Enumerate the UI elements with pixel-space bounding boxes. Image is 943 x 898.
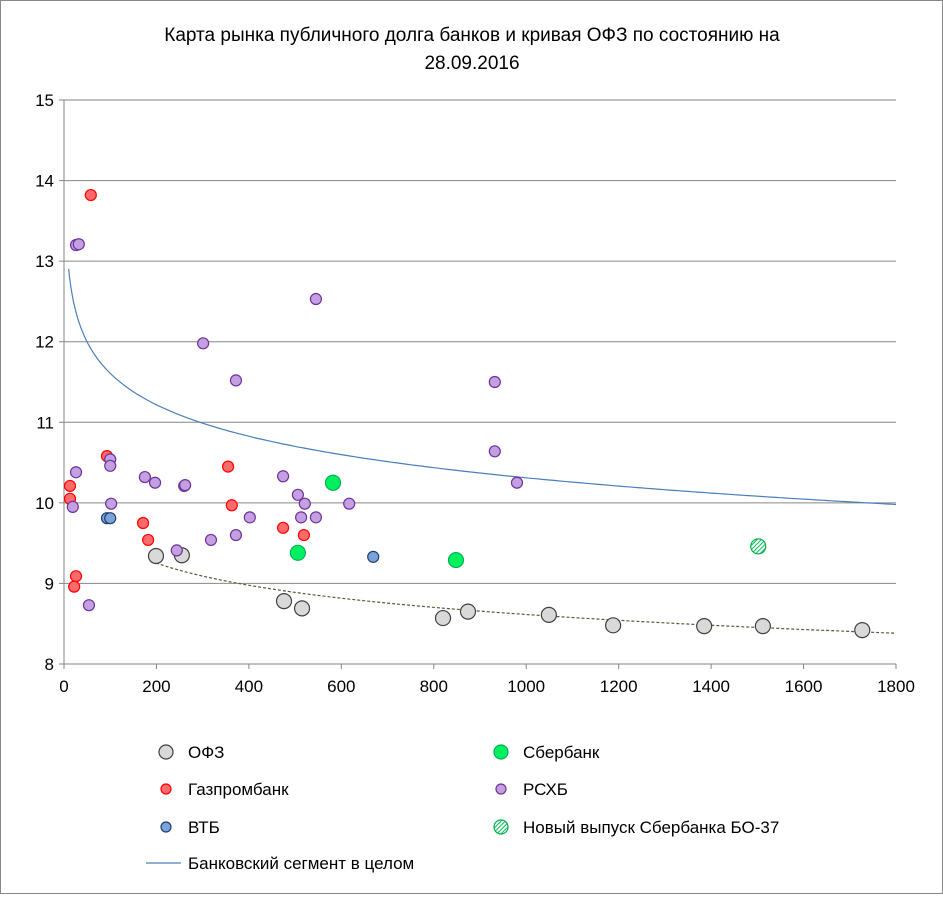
data-point-series-3 bbox=[104, 459, 117, 472]
data-point-series-2 bbox=[136, 516, 150, 530]
data-point-series-3 bbox=[138, 470, 151, 484]
data-point-series-0 bbox=[434, 609, 452, 627]
data-point-series-3 bbox=[243, 511, 256, 524]
chart-title-line-2: 28.09.2016 bbox=[424, 53, 519, 74]
data-point-series-3 bbox=[82, 599, 96, 612]
chart-title-line-1: Карта рынка публичного долга банков и кр… bbox=[164, 25, 780, 46]
data-point-series-2 bbox=[221, 460, 235, 473]
data-point-series-3 bbox=[148, 476, 162, 489]
legend-label-4: ВТБ bbox=[188, 818, 220, 837]
data-point-series-3 bbox=[510, 476, 524, 489]
data-point-series-3 bbox=[488, 445, 501, 458]
legend-label-5: Новый выпуск Сбербанка БО-37 bbox=[523, 818, 779, 837]
y-tick-label: 14 bbox=[35, 172, 54, 191]
x-tick-label: 1200 bbox=[600, 677, 638, 696]
data-point-series-3 bbox=[309, 292, 323, 306]
data-point-series-1 bbox=[289, 544, 306, 561]
y-tick-label: 13 bbox=[35, 252, 54, 271]
x-tick-label: 0 bbox=[59, 677, 68, 696]
data-point-series-2 bbox=[84, 188, 97, 202]
data-point-series-2 bbox=[225, 499, 238, 512]
legend-marker-2 bbox=[160, 783, 172, 795]
data-point-series-3 bbox=[343, 497, 356, 510]
data-point-series-3 bbox=[204, 533, 218, 547]
data-point-series-2 bbox=[297, 528, 310, 542]
data-point-series-3 bbox=[179, 479, 192, 492]
data-point-series-0 bbox=[459, 603, 477, 620]
legend-marker-5 bbox=[493, 819, 509, 835]
x-tick-label: 1000 bbox=[507, 677, 545, 696]
x-tick-label: 800 bbox=[420, 677, 448, 696]
legend-marker-3 bbox=[495, 783, 507, 795]
legend-marker-4 bbox=[160, 821, 172, 833]
data-point-series-3 bbox=[72, 238, 85, 251]
legend-label-3: РСХБ bbox=[523, 780, 568, 799]
data-point-series-3 bbox=[488, 375, 501, 389]
data-point-series-3 bbox=[298, 497, 311, 510]
data-point-series-0 bbox=[605, 617, 622, 634]
data-point-series-4 bbox=[104, 512, 117, 525]
data-point-series-0 bbox=[293, 600, 311, 617]
y-tick-label: 9 bbox=[45, 574, 54, 593]
data-point-series-3 bbox=[69, 466, 83, 479]
data-point-series-0 bbox=[540, 606, 557, 623]
x-tick-label: 200 bbox=[142, 677, 170, 696]
legend-label-banking-sector: Банковский сегмент в целом bbox=[188, 854, 414, 873]
data-point-series-0 bbox=[754, 618, 771, 635]
data-point-series-2 bbox=[142, 533, 155, 547]
data-point-series-2 bbox=[68, 580, 81, 593]
data-point-series-4 bbox=[367, 550, 380, 563]
data-point-series-3 bbox=[170, 544, 183, 557]
data-point-series-2 bbox=[69, 570, 83, 583]
data-point-series-2 bbox=[63, 479, 77, 493]
data-point-series-3 bbox=[309, 511, 323, 524]
data-point-series-0 bbox=[854, 622, 871, 639]
y-tick-label: 15 bbox=[35, 91, 54, 110]
data-point-series-3 bbox=[229, 528, 243, 542]
data-point-series-1 bbox=[324, 474, 342, 491]
data-point-series-0 bbox=[275, 593, 293, 610]
x-tick-label: 1400 bbox=[692, 677, 730, 696]
data-point-series-3 bbox=[291, 488, 304, 501]
trendline-ofz bbox=[155, 562, 896, 634]
data-point-series-3 bbox=[229, 374, 243, 387]
data-point-series-1 bbox=[447, 551, 465, 569]
legend-marker-1 bbox=[493, 744, 509, 760]
legend-marker-0 bbox=[158, 744, 174, 760]
trendline-banking-sector bbox=[68, 268, 897, 506]
legend-label-0: ОФЗ bbox=[188, 743, 224, 762]
x-tick-label: 1600 bbox=[785, 677, 823, 696]
data-point-series-3 bbox=[197, 337, 210, 350]
x-tick-label: 600 bbox=[327, 677, 355, 696]
legend-label-2: Газпромбанк bbox=[188, 780, 289, 799]
x-tick-label: 1800 bbox=[877, 677, 915, 696]
y-tick-label: 10 bbox=[35, 494, 54, 513]
y-tick-label: 12 bbox=[35, 333, 54, 352]
y-tick-label: 8 bbox=[45, 655, 54, 674]
x-tick-label: 400 bbox=[235, 677, 263, 696]
data-point-series-0 bbox=[696, 618, 713, 635]
data-point-series-2 bbox=[276, 521, 290, 534]
legend-label-1: Сбербанк bbox=[523, 743, 600, 762]
data-point-series-3 bbox=[66, 500, 79, 513]
data-point-series-5 bbox=[750, 538, 767, 555]
data-point-series-3 bbox=[276, 470, 290, 483]
data-point-series-3 bbox=[295, 511, 308, 524]
y-tick-label: 11 bbox=[36, 413, 54, 432]
data-point-series-0 bbox=[147, 547, 165, 565]
data-point-series-3 bbox=[105, 497, 118, 510]
